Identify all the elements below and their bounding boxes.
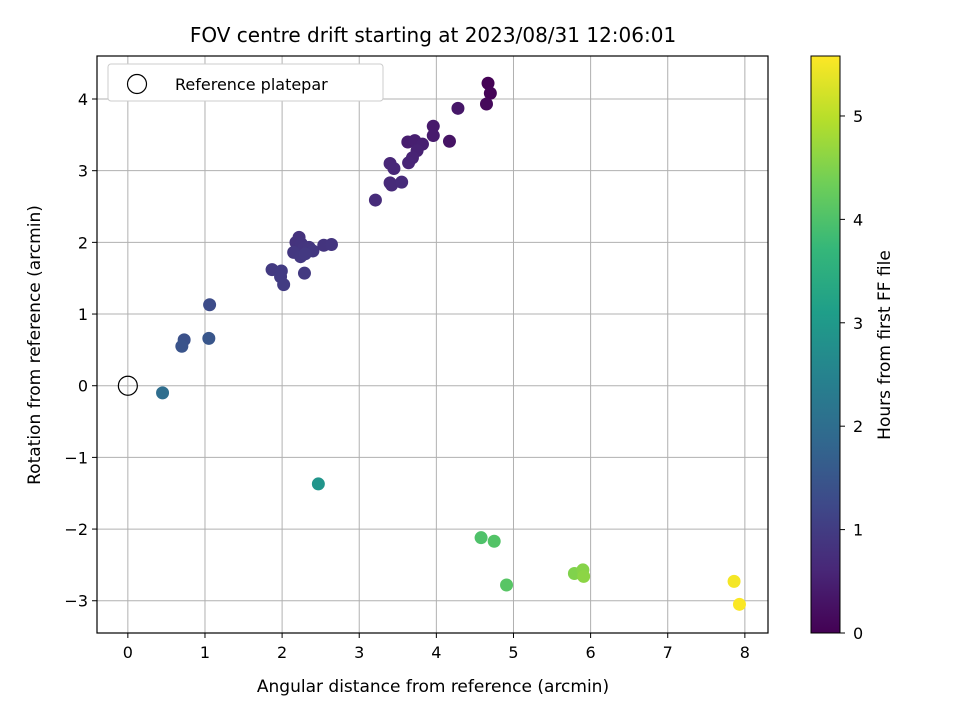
x-tick-label: 4 [431,643,441,662]
grid [97,56,768,633]
y-tick-label: 1 [78,305,88,324]
data-points [156,76,746,611]
data-point [727,574,741,588]
data-point [387,162,401,176]
legend-label: Reference platepar [175,75,328,94]
y-tick-label: 0 [78,377,88,396]
data-point [324,238,338,252]
data-point [500,578,514,592]
colorbar-ticks: 0 1 2 3 4 5 [840,107,863,643]
plot-frame [96,55,769,634]
colorbar-tick-label: 3 [853,314,863,333]
x-tick-label: 2 [277,643,287,662]
data-point [481,76,495,90]
data-point [577,569,591,583]
data-point [311,477,325,491]
data-point [732,597,746,611]
y-tick-label: −2 [64,520,88,539]
x-tick-label: 6 [586,643,596,662]
data-point [175,339,189,353]
x-tick-label: 5 [508,643,518,662]
data-point [487,534,501,548]
data-point [395,175,409,189]
colorbar-tick-label: 5 [853,107,863,126]
data-point [368,193,382,207]
legend: Reference platepar [107,63,384,102]
data-point [479,97,493,111]
data-point [385,178,399,192]
data-point [402,156,416,170]
x-tick-label: 8 [740,643,750,662]
y-tick-label: 4 [78,90,88,109]
chart-title: FOV centre drift starting at 2023/08/31 … [190,23,676,47]
data-point [483,86,497,100]
data-point [156,386,170,400]
x-ticks: 0 1 2 3 4 5 6 7 8 [123,633,750,662]
colorbar-tick-label: 2 [853,417,863,436]
colorbar-gradient [810,55,841,634]
data-point [202,331,216,345]
y-ticks: −3 −2 −1 0 1 2 3 4 [64,90,97,611]
y-tick-label: −3 [64,592,88,611]
data-point [203,298,217,312]
y-tick-label: −1 [64,448,88,467]
colorbar-tick-label: 0 [853,624,863,643]
data-point [426,119,440,133]
colorbar-tick-label: 1 [853,521,863,540]
y-tick-label: 3 [78,162,88,181]
x-tick-label: 1 [200,643,210,662]
legend-marker-icon [126,73,148,95]
colorbar: 0 1 2 3 4 5 Hours from first FF file [810,55,895,643]
x-axis-label: Angular distance from reference (arcmin) [257,677,609,697]
x-tick-label: 3 [354,643,364,662]
data-point [277,278,291,292]
legend-box [107,63,384,102]
data-point [298,247,312,261]
data-point [426,129,440,143]
colorbar-tick-label: 4 [853,210,863,229]
y-axis-label: Rotation from reference (arcmin) [25,205,45,485]
reference-platepar-marker [117,375,138,396]
y-tick-label: 2 [78,233,88,252]
data-point [297,266,311,280]
data-point [474,531,488,545]
x-tick-label: 0 [123,643,133,662]
data-point [442,134,456,148]
data-point [451,101,465,115]
x-tick-label: 7 [663,643,673,662]
colorbar-label: Hours from first FF file [875,250,895,440]
